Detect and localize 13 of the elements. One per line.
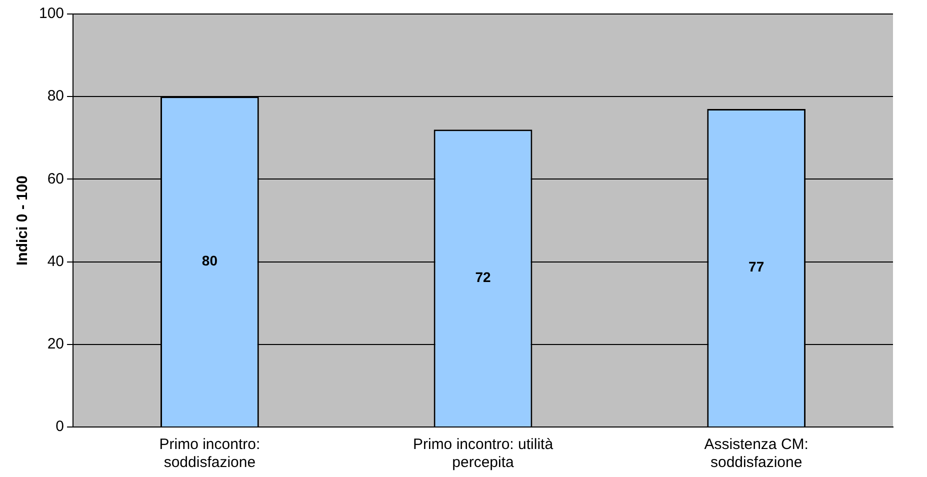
y-tick-label: 20 [47,336,64,353]
x-tick-label: Primo incontro: utilità percepita [412,436,554,472]
y-tick-label: 0 [56,418,64,436]
y-tick-label: 60 [47,170,64,188]
data-label: 77 [748,258,764,275]
data-label: 80 [202,252,218,268]
y-axis-title: Indici 0 - 100 [14,175,32,266]
y-tick-label: 40 [47,252,64,270]
y-tick-label: 80 [47,88,64,105]
x-tick-label: Assistenza CM: soddisfazione [704,436,808,472]
data-label: 72 [475,268,492,285]
y-tick-label: 100 [38,5,64,22]
x-tick-label: Primo incontro: soddisfazione [159,436,260,472]
